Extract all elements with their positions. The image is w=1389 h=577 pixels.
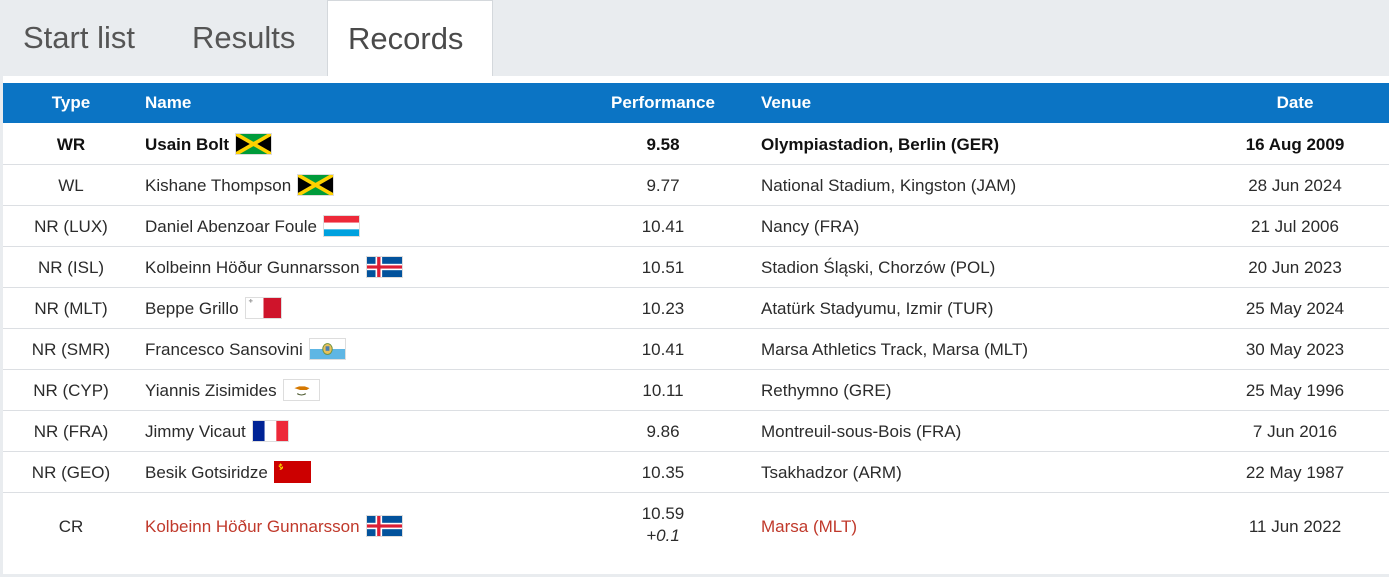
records-panel bbox=[3, 76, 1389, 574]
table-row: WL Kishane Thompson 9.77 National Stadiu… bbox=[3, 165, 1389, 206]
record-type: CR bbox=[58, 517, 84, 536]
table-row: NR (MLT) Beppe Grillo 10.23 Atatürk Stad… bbox=[3, 288, 1389, 329]
date: 25 May 2024 bbox=[1245, 299, 1345, 318]
wind-value: +0.1 bbox=[646, 526, 680, 545]
performance-value: 10.41 bbox=[641, 217, 685, 236]
table-row: NR (SMR) Francesco Sansovini 10.41 Marsa… bbox=[3, 329, 1389, 370]
date: 16 Aug 2009 bbox=[1245, 135, 1345, 154]
record-type: NR (GEO) bbox=[31, 463, 111, 482]
venue: Atatürk Stadyumu, Izmir (TUR) bbox=[761, 299, 994, 318]
venue: Tsakhadzor (ARM) bbox=[761, 463, 902, 482]
date: 25 May 1996 bbox=[1245, 381, 1345, 400]
jamaica-flag-icon bbox=[297, 174, 335, 196]
venue: Marsa (MLT) bbox=[761, 517, 858, 536]
jamaica-flag-icon bbox=[235, 133, 273, 155]
performance-value: 10.35 bbox=[641, 463, 685, 482]
venue: Nancy (FRA) bbox=[761, 217, 860, 236]
athlete-name: Usain Bolt bbox=[145, 124, 273, 165]
date: 30 May 2023 bbox=[1245, 340, 1345, 359]
date: 7 Jun 2016 bbox=[1252, 422, 1338, 441]
performance-value: 9.86 bbox=[646, 422, 680, 441]
athlete-name: Beppe Grillo bbox=[145, 288, 282, 329]
iceland-flag-icon bbox=[365, 256, 403, 278]
record-type: WR bbox=[56, 135, 86, 154]
performance-value: 9.77 bbox=[646, 176, 680, 195]
athlete-name: Yiannis Zisimides bbox=[145, 370, 320, 411]
table-row: CR Kolbeinn Höður Gunnarsson 10.59 +0.1 M… bbox=[3, 493, 1389, 573]
luxembourg-flag-icon bbox=[323, 215, 361, 237]
date: 28 Jun 2024 bbox=[1248, 176, 1342, 195]
iceland-flag-icon bbox=[365, 515, 403, 537]
tab-bar: Start list Results Records bbox=[0, 0, 1389, 76]
athlete-name: Jimmy Vicaut bbox=[145, 411, 289, 452]
performance-value: 10.59 +0.1 bbox=[593, 503, 733, 547]
ussr-flag-icon bbox=[273, 461, 311, 483]
venue: Montreuil-sous-Bois (FRA) bbox=[761, 422, 962, 441]
header-date: Date bbox=[1276, 93, 1314, 112]
athlete-name: Kishane Thompson bbox=[145, 165, 335, 206]
tab-start-list[interactable]: Start list bbox=[23, 20, 135, 55]
table-header: Type Name Performance Venue Date bbox=[3, 83, 1389, 123]
tab-results[interactable]: Results bbox=[192, 20, 296, 55]
header-performance: Performance bbox=[611, 93, 715, 112]
venue: National Stadium, Kingston (JAM) bbox=[761, 176, 1017, 195]
table-row: NR (ISL) Kolbeinn Höður Gunnarsson 10.51… bbox=[3, 247, 1389, 288]
record-type: WL bbox=[58, 176, 84, 195]
performance-value: 9.58 bbox=[646, 135, 680, 154]
venue: Olympiastadion, Berlin (GER) bbox=[761, 135, 1000, 154]
athlete-name: Kolbeinn Höður Gunnarsson bbox=[145, 247, 403, 288]
france-flag-icon bbox=[251, 420, 289, 442]
san-marino-flag-icon bbox=[308, 338, 346, 360]
venue: Stadion Śląski, Chorzów (POL) bbox=[761, 258, 996, 277]
athlete-name: Daniel Abenzoar Foule bbox=[145, 206, 361, 247]
date: 20 Jun 2023 bbox=[1248, 258, 1342, 277]
record-type: NR (LUX) bbox=[34, 217, 108, 236]
date: 21 Jul 2006 bbox=[1251, 217, 1339, 236]
malta-flag-icon bbox=[244, 297, 282, 319]
record-type: NR (SMR) bbox=[31, 340, 111, 359]
table-row: WR Usain Bolt 9.58 Olympiastadion, Berli… bbox=[3, 124, 1389, 165]
record-type: NR (ISL) bbox=[37, 258, 105, 277]
table-row: NR (GEO) Besik Gotsiridze 10.35 Tsakhadz… bbox=[3, 452, 1389, 493]
performance-value: 10.51 bbox=[641, 258, 685, 277]
record-type: NR (CYP) bbox=[33, 381, 109, 400]
athlete-name: Kolbeinn Höður Gunnarsson bbox=[145, 493, 403, 561]
header-name: Name bbox=[145, 93, 192, 112]
date: 22 May 1987 bbox=[1245, 463, 1345, 482]
table-row: NR (FRA) Jimmy Vicaut 9.86 Montreuil-sou… bbox=[3, 411, 1389, 452]
record-type: NR (FRA) bbox=[33, 422, 109, 441]
performance-value: 10.23 bbox=[641, 299, 685, 318]
table-row: NR (CYP) Yiannis Zisimides 10.11 Rethymn… bbox=[3, 370, 1389, 411]
date: 11 Jun 2022 bbox=[1248, 517, 1342, 536]
tab-records[interactable]: Records bbox=[327, 0, 493, 76]
header-venue: Venue bbox=[761, 93, 812, 112]
performance-value: 10.11 bbox=[642, 381, 684, 400]
venue: Rethymno (GRE) bbox=[761, 381, 892, 400]
cyprus-flag-icon bbox=[282, 379, 320, 401]
record-type: NR (MLT) bbox=[34, 299, 108, 318]
header-type: Type bbox=[51, 93, 91, 112]
table-row: NR (LUX) Daniel Abenzoar Foule 10.41 Nan… bbox=[3, 206, 1389, 247]
performance-value: 10.41 bbox=[641, 340, 685, 359]
venue: Marsa Athletics Track, Marsa (MLT) bbox=[761, 340, 1029, 359]
athlete-name: Francesco Sansovini bbox=[145, 329, 346, 370]
athlete-name: Besik Gotsiridze bbox=[145, 452, 311, 493]
